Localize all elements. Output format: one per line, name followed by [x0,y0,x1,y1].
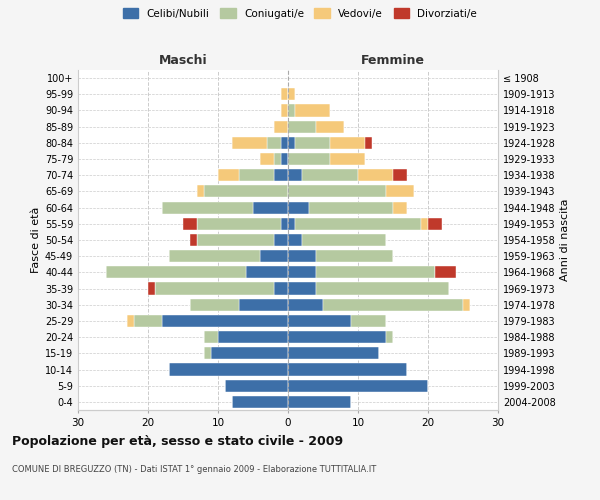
Bar [351,315,386,327]
Bar [316,250,393,262]
Bar [288,250,316,262]
Bar [295,137,330,149]
Bar [288,153,330,165]
Bar [260,153,274,165]
Bar [281,88,288,101]
Bar [274,153,281,165]
Bar [288,202,309,213]
Bar [190,234,197,246]
Bar [155,282,274,294]
Bar [428,218,442,230]
Bar [281,153,288,165]
Bar [281,137,288,149]
Bar [316,266,435,278]
Bar [232,137,267,149]
Bar [386,331,393,343]
Bar [190,298,239,311]
Bar [232,396,288,408]
Bar [197,186,204,198]
Bar [463,298,470,311]
Bar [169,250,260,262]
Bar [274,234,288,246]
Bar [288,186,386,198]
Bar [148,282,155,294]
Bar [288,331,386,343]
Bar [295,104,330,117]
Bar [288,380,428,392]
Bar [274,282,288,294]
Bar [316,120,344,132]
Bar [162,202,253,213]
Bar [197,234,274,246]
Bar [260,250,288,262]
Bar [267,137,281,149]
Bar [288,120,316,132]
Bar [281,218,288,230]
Bar [281,104,288,117]
Bar [127,315,134,327]
Bar [274,120,288,132]
Bar [302,169,358,181]
Text: Popolazione per età, sesso e stato civile - 2009: Popolazione per età, sesso e stato civil… [12,435,343,448]
Bar [330,137,365,149]
Bar [246,266,288,278]
Bar [288,396,351,408]
Bar [421,218,428,230]
Bar [218,169,239,181]
Bar [295,218,421,230]
Bar [316,282,449,294]
Bar [393,169,407,181]
Text: Maschi: Maschi [158,54,208,67]
Bar [288,364,407,376]
Bar [204,348,211,360]
Bar [204,331,218,343]
Bar [218,331,288,343]
Bar [225,380,288,392]
Bar [239,169,274,181]
Text: Femmine: Femmine [361,54,425,67]
Y-axis label: Fasce di età: Fasce di età [31,207,41,273]
Bar [309,202,393,213]
Bar [358,169,393,181]
Bar [288,88,295,101]
Bar [288,234,302,246]
Bar [274,169,288,181]
Bar [106,266,246,278]
Bar [386,186,414,198]
Bar [330,153,365,165]
Bar [288,315,351,327]
Bar [183,218,197,230]
Bar [365,137,372,149]
Bar [288,348,379,360]
Bar [211,348,288,360]
Bar [288,298,323,311]
Bar [288,266,316,278]
Bar [134,315,162,327]
Y-axis label: Anni di nascita: Anni di nascita [560,198,570,281]
Bar [288,169,302,181]
Bar [288,137,295,149]
Text: COMUNE DI BREGUZZO (TN) - Dati ISTAT 1° gennaio 2009 - Elaborazione TUTTITALIA.I: COMUNE DI BREGUZZO (TN) - Dati ISTAT 1° … [12,465,376,474]
Bar [288,282,316,294]
Bar [435,266,456,278]
Bar [169,364,288,376]
Bar [253,202,288,213]
Bar [288,104,295,117]
Bar [288,218,295,230]
Bar [197,218,281,230]
Legend: Celibi/Nubili, Coniugati/e, Vedovi/e, Divorziati/e: Celibi/Nubili, Coniugati/e, Vedovi/e, Di… [119,5,481,21]
Bar [323,298,463,311]
Bar [162,315,288,327]
Bar [239,298,288,311]
Bar [204,186,288,198]
Bar [302,234,386,246]
Bar [393,202,407,213]
